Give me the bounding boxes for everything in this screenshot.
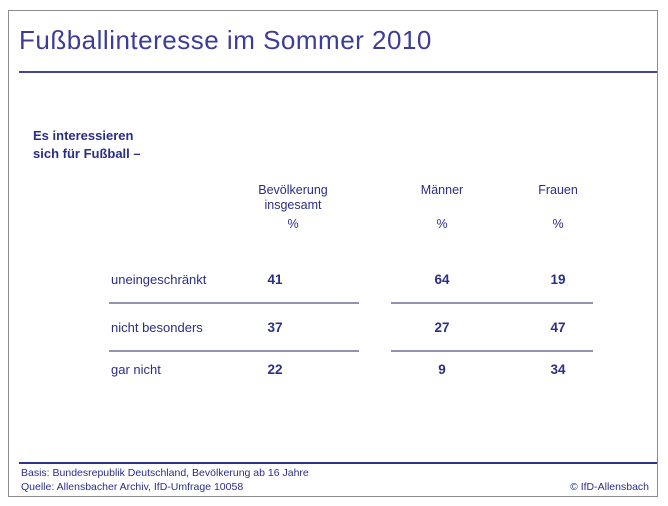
- value-cell: 19: [550, 272, 566, 287]
- column-header-bevoelkerung: Bevölkerung insgesamt: [223, 183, 363, 213]
- row-label-gar-nicht: gar nicht: [111, 362, 161, 377]
- value-cell: 9: [438, 362, 446, 377]
- value-cell: 47: [550, 320, 566, 335]
- column-header-maenner: Männer: [420, 183, 464, 197]
- column-header-line: insgesamt: [264, 198, 322, 212]
- value-cell: 22: [267, 362, 283, 377]
- value-cell: 34: [550, 362, 566, 377]
- column-header-frauen: Frauen: [538, 183, 578, 197]
- value-cell: 64: [434, 272, 450, 287]
- page-title: Fußballinteresse im Sommer 2010: [19, 25, 432, 55]
- value-cell: 41: [267, 272, 283, 287]
- unit-label-bevoelkerung: %: [287, 217, 299, 231]
- copyright-note: © IfD-Allensbach: [570, 481, 649, 493]
- title-underline: [19, 71, 657, 73]
- source-note: Quelle: Allensbacher Archiv, IfD-Umfrage…: [21, 481, 244, 493]
- value-cell: 37: [267, 320, 283, 335]
- intro-line-2: sich für Fußball –: [33, 146, 141, 161]
- slide-frame: Fußballinteresse im Sommer 2010 Es inter…: [8, 10, 658, 497]
- intro-line-1: Es interessieren: [33, 128, 134, 143]
- footer-rule: [19, 462, 657, 464]
- unit-label-frauen: %: [552, 217, 564, 231]
- row-label-uneingeschraenkt: uneingeschränkt: [111, 272, 207, 287]
- value-cell: 27: [434, 320, 450, 335]
- column-header-line: Bevölkerung: [258, 183, 328, 197]
- row-separator: [109, 350, 359, 352]
- row-separator: [391, 350, 593, 352]
- row-separator: [391, 302, 593, 304]
- unit-label-maenner: %: [436, 217, 448, 231]
- row-separator: [109, 302, 359, 304]
- row-label-nicht-besonders: nicht besonders: [111, 320, 203, 335]
- basis-note: Basis: Bundesrepublik Deutschland, Bevöl…: [21, 467, 309, 479]
- intro-text: Es interessieren sich für Fußball –: [33, 127, 141, 163]
